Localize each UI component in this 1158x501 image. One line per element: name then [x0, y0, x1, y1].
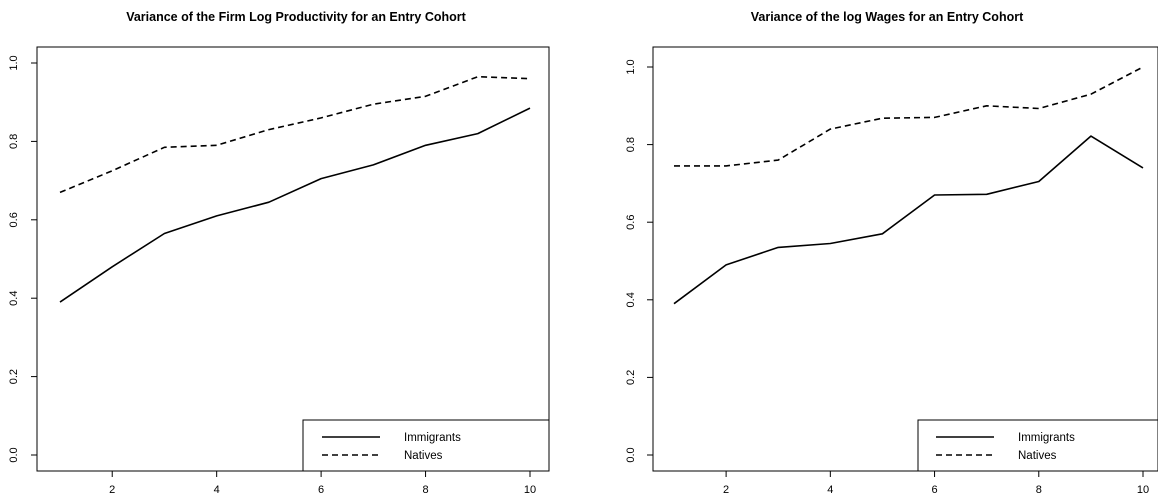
- x-axis: 2 4 6 8 10: [723, 471, 1149, 496]
- legend-box: [917, 419, 1158, 472]
- legend-box: [302, 419, 550, 472]
- x-tick-label: 8: [1036, 484, 1042, 496]
- plot-frame: [36, 46, 550, 472]
- y-tick-label: 0.0: [8, 447, 20, 462]
- y-tick-label: 0.2: [625, 370, 637, 385]
- legend-immigrants-label: Immigrants: [1018, 432, 1075, 444]
- legend: Immigrants Natives: [302, 419, 550, 472]
- y-tick-label: 1.0: [625, 59, 637, 74]
- series-line-natives: [674, 66, 1144, 167]
- x-tick-label: 2: [109, 484, 115, 496]
- legend-natives-label: Natives: [404, 450, 443, 462]
- plot-frame: [652, 46, 1158, 472]
- x-tick-label: 4: [827, 484, 833, 496]
- chart-title: Variance of the log Wages for an Entry C…: [751, 10, 1024, 24]
- y-tick-label: 0.2: [8, 369, 20, 384]
- y-axis: 0.0 0.2 0.4 0.6 0.8 1.0: [8, 55, 37, 463]
- y-tick-label: 0.6: [625, 215, 637, 230]
- y-tick-label: 0.8: [625, 137, 637, 152]
- legend-immigrants-label: Immigrants: [404, 432, 461, 444]
- x-tick-label: 6: [318, 484, 324, 496]
- series-lines: [673, 66, 1144, 305]
- chart-productivity: Variance of the Firm Log Productivity fo…: [8, 10, 550, 496]
- x-tick-label: 10: [1137, 484, 1149, 496]
- x-tick-label: 10: [524, 484, 536, 496]
- y-tick-label: 1.0: [8, 55, 20, 70]
- x-tick-label: 4: [214, 484, 220, 496]
- series-line-immigrants: [673, 135, 1144, 305]
- series-lines: [59, 75, 531, 303]
- y-tick-label: 0.6: [8, 212, 20, 227]
- x-tick-label: 8: [422, 484, 428, 496]
- legend-natives-label: Natives: [1018, 450, 1057, 462]
- y-tick-label: 0.8: [8, 134, 20, 149]
- x-axis: 2 4 6 8 10: [109, 471, 536, 496]
- series-line-immigrants: [59, 107, 531, 303]
- x-tick-label: 6: [931, 484, 937, 496]
- y-tick-label: 0.0: [625, 447, 637, 462]
- y-tick-label: 0.4: [8, 291, 20, 306]
- chart-title: Variance of the Firm Log Productivity fo…: [126, 10, 466, 24]
- chart-wages: Variance of the log Wages for an Entry C…: [625, 10, 1158, 496]
- x-tick-label: 2: [723, 484, 729, 496]
- y-tick-label: 0.4: [625, 292, 637, 307]
- legend: Immigrants Natives: [917, 419, 1158, 472]
- y-axis: 0.0 0.2 0.4 0.6 0.8 1.0: [625, 59, 653, 463]
- series-line-natives: [59, 75, 531, 194]
